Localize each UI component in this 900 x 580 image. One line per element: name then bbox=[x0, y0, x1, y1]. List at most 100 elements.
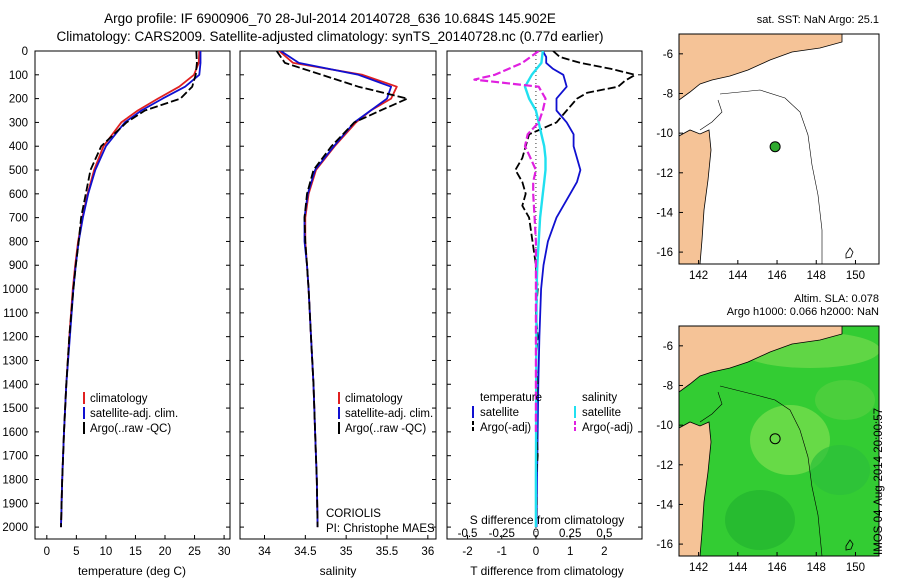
map2-sla-patch bbox=[815, 380, 875, 420]
x-tick-label: 34.5 bbox=[294, 546, 316, 558]
sst-map: 142 144 146 148 150 -6 -8 -10 -12 -14 -16 bbox=[656, 33, 880, 282]
legend-t-argo: Argo(-adj) bbox=[480, 422, 531, 434]
map-x-tick-label: 148 bbox=[807, 270, 826, 282]
salinity-x-axis: 34 34.5 35 35.5 36 bbox=[258, 535, 434, 558]
depth-tick-label: 500 bbox=[9, 165, 28, 177]
depth-tick-label: 600 bbox=[9, 189, 28, 201]
depth-tick-label: 1900 bbox=[2, 498, 28, 510]
depth-tick-label: 1700 bbox=[2, 451, 28, 463]
sla-map: 142 144 146 148 150 -6 -8 -10 -12 -14 -16 bbox=[656, 325, 880, 574]
temperature-panel-frame bbox=[34, 50, 231, 540]
map-y-tick-label: -6 bbox=[663, 49, 673, 61]
map-x-tick-label: 150 bbox=[846, 562, 865, 574]
t-satellite-line bbox=[535, 51, 582, 528]
x-tick-label: 1 bbox=[567, 546, 573, 558]
map1-reef-contour bbox=[699, 89, 823, 264]
climatology-line bbox=[278, 51, 398, 528]
legend-s-satellite: satellite bbox=[582, 407, 621, 419]
x-tick-label: 0 bbox=[533, 546, 539, 558]
s-argo-line bbox=[473, 51, 547, 432]
map-x-tick-label: 146 bbox=[767, 270, 786, 282]
map2-title-line2: Argo h1000: 0.066 h2000: NaN bbox=[726, 306, 879, 318]
difference-profiles bbox=[473, 51, 637, 539]
map1-frame bbox=[678, 33, 880, 265]
map-y-tick-label: -16 bbox=[656, 247, 673, 259]
climatology-line bbox=[60, 51, 201, 528]
x2-tick-label: -0.25 bbox=[489, 528, 515, 540]
map2-float-marker bbox=[769, 433, 781, 445]
depth-tick-label: 0 bbox=[22, 46, 28, 58]
map-y-tick-label: -8 bbox=[663, 380, 673, 392]
legend-satellite: satellite-adj. clim. bbox=[90, 408, 178, 420]
map2-cape-york bbox=[679, 421, 712, 556]
x-tick-label: 25 bbox=[188, 546, 201, 558]
legend-temperature-title: temperature bbox=[480, 392, 542, 404]
x2-tick-label: 0.25 bbox=[559, 528, 581, 540]
salinity-panel-frame bbox=[239, 50, 437, 540]
x-tick-label: 2 bbox=[601, 546, 607, 558]
x-tick-label: -2 bbox=[462, 546, 472, 558]
map-x-tick-label: 144 bbox=[728, 270, 748, 282]
x2-tick-label: 0 bbox=[533, 528, 539, 540]
map-y-tick-label: -6 bbox=[663, 341, 673, 353]
x-tick-label: 35.5 bbox=[376, 546, 398, 558]
figure-title-line2: Climatology: CARS2009. Satellite-adjuste… bbox=[56, 29, 604, 44]
figure-title-line1: Argo profile: IF 6900906_70 28-Jul-2014 … bbox=[104, 11, 556, 26]
legend-satellite: satellite-adj. clim. bbox=[345, 408, 433, 420]
difference-legend: temperature salinity satellite Argo(-adj… bbox=[472, 392, 633, 434]
map2-frame bbox=[678, 325, 880, 557]
x2-tick-label: 0.5 bbox=[596, 528, 612, 540]
depth-tick-label: 800 bbox=[9, 236, 28, 248]
salinity-x-label: salinity bbox=[320, 564, 357, 578]
depth-tick-label: 1200 bbox=[2, 332, 28, 344]
map1-reef-islet bbox=[845, 247, 854, 259]
depth-tick-label: 1000 bbox=[2, 284, 28, 296]
map-x-tick-label: 142 bbox=[689, 270, 708, 282]
map2-title-line1: Altim. SLA: 0.078 bbox=[794, 293, 879, 305]
map2-x-axis: 142 144 146 148 150 bbox=[689, 552, 865, 574]
x-tick-label: 5 bbox=[73, 546, 79, 558]
map2-reef-islet bbox=[845, 539, 854, 551]
x-tick-label: 20 bbox=[159, 546, 172, 558]
depth-tick-label: 1100 bbox=[3, 308, 28, 320]
difference-x-axis: -2 -0.5 -1 -0.25 0 0 1 0.25 2 0.5 bbox=[458, 528, 613, 558]
map2-y-axis: -6 -8 -10 -12 -14 -16 bbox=[656, 341, 683, 551]
map-y-tick-label: -8 bbox=[663, 88, 673, 100]
temperature-profiles bbox=[60, 51, 202, 528]
depth-tick-label: 300 bbox=[9, 117, 28, 129]
map-y-tick-label: -16 bbox=[656, 539, 673, 551]
map2-reef-contour bbox=[699, 385, 823, 556]
argo-line bbox=[60, 51, 198, 528]
map2-sla-patch bbox=[725, 490, 795, 550]
map2-sla-patch bbox=[810, 445, 870, 495]
legend-climatology: climatology bbox=[345, 393, 403, 405]
temperature-x-label: temperature (deg C) bbox=[78, 564, 186, 578]
depth-tick-label: 200 bbox=[9, 94, 28, 106]
map-x-tick-label: 148 bbox=[807, 562, 826, 574]
satellite-line bbox=[60, 51, 202, 528]
map-y-tick-label: -12 bbox=[656, 168, 673, 180]
x-tick-label: 35 bbox=[340, 546, 353, 558]
map2-sla-patch bbox=[750, 405, 830, 475]
depth-axis: 0 100 200 300 400 500 600 700 800 900 1000 1100 1200… bbox=[2, 46, 642, 534]
map-y-tick-label: -10 bbox=[656, 128, 673, 140]
depth-tick-label: 1300 bbox=[2, 355, 28, 367]
x-tick-label: 34 bbox=[258, 546, 271, 558]
s-difference-x-label: S difference from climatology bbox=[470, 513, 625, 527]
legend-climatology: climatology bbox=[90, 393, 148, 405]
legend-argo: Argo(..raw -QC) bbox=[345, 423, 426, 435]
depth-tick-label: 1800 bbox=[2, 474, 28, 486]
depth-tick-label: 2000 bbox=[2, 522, 28, 534]
x-tick-label: 0 bbox=[44, 546, 50, 558]
map1-float-marker bbox=[769, 141, 781, 153]
imos-timestamp: IMOS 04-Aug-2014 20:00:57 bbox=[873, 407, 885, 555]
satellite-line bbox=[280, 51, 393, 528]
map1-cape-york bbox=[679, 129, 712, 264]
legend-s-argo: Argo(-adj) bbox=[582, 422, 633, 434]
difference-panel-frame bbox=[446, 50, 643, 540]
depth-tick-label: 1600 bbox=[2, 427, 28, 439]
x-tick-label: 36 bbox=[421, 546, 434, 558]
legend-t-satellite: satellite bbox=[480, 407, 519, 419]
depth-tick-label: 1400 bbox=[2, 379, 28, 391]
